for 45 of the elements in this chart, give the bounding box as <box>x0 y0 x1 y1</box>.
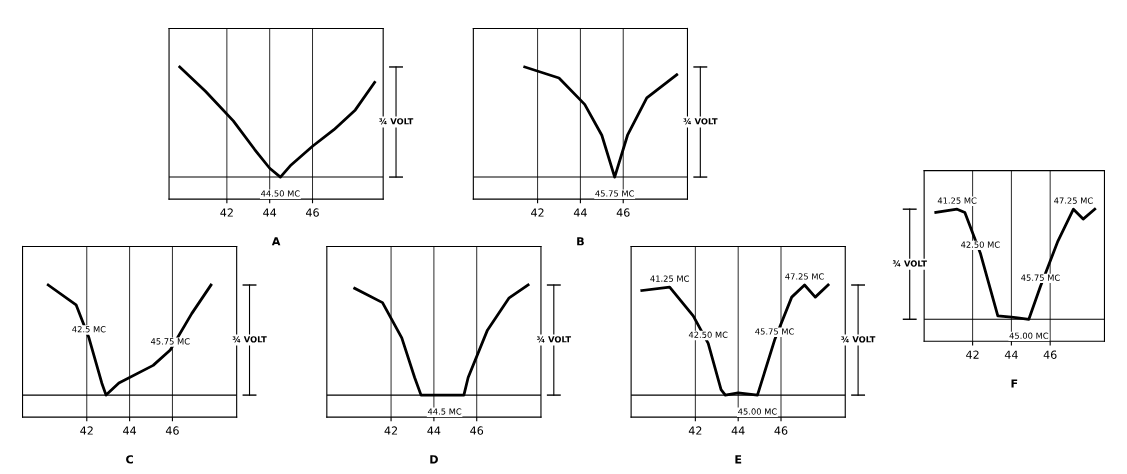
text: C <box>126 455 133 464</box>
annotation: 45.75 MC <box>150 338 190 345</box>
x-tick-label: 46 <box>470 426 484 435</box>
annotation: 45.00 MC <box>1009 332 1049 339</box>
annotation: ¾ VOLT <box>683 118 718 125</box>
x-tick-label: 44 <box>573 208 587 217</box>
annotation: ¾ VOLT <box>232 336 267 343</box>
x-tick-label: 44 <box>427 426 441 435</box>
x-tick-label: 42 <box>966 350 979 359</box>
x-tick-label: 44 <box>263 208 277 217</box>
annotation: 42.5 MC <box>72 326 106 333</box>
annotation: 45.75 MC <box>595 190 634 197</box>
text: B <box>577 237 584 246</box>
annotation: 45.75 MC <box>1021 274 1060 281</box>
x-tick-label: 46 <box>1043 350 1057 359</box>
annotation: ¾ VOLT <box>841 336 876 343</box>
annotation: ¾ VOLT <box>892 260 927 267</box>
x-tick-label: 44 <box>123 426 137 435</box>
annotation: 45.75 MC <box>755 328 794 335</box>
x-tick-label: 42 <box>531 208 544 217</box>
x-tick-label: 46 <box>305 208 319 217</box>
x-tick-label: 42 <box>80 426 93 435</box>
x-tick-label: 46 <box>774 426 788 435</box>
annotation: 41.25 MC <box>650 275 689 282</box>
annotation: 47.25 MC <box>1054 197 1093 204</box>
x-tick-label: 44 <box>731 426 745 435</box>
annotation: ¾ VOLT <box>379 118 414 125</box>
x-tick-label: 46 <box>165 426 179 435</box>
annotation: 41.25 MC <box>937 197 977 204</box>
annotation: 42.50 MC <box>688 331 728 338</box>
annotation: 42.50 MC <box>961 241 1000 248</box>
text: A <box>271 237 281 246</box>
x-tick-label: 46 <box>616 208 630 217</box>
annotation: 44.50 MC <box>261 190 300 197</box>
text: E <box>735 455 742 464</box>
x-tick-label: 42 <box>688 426 702 435</box>
annotation: ¾ VOLT <box>536 336 572 343</box>
annotation: 44.5 MC <box>427 408 462 415</box>
text: F <box>1011 379 1018 388</box>
text: D <box>430 455 438 464</box>
x-tick-label: 42 <box>220 208 233 217</box>
annotation: 45.00 MC <box>738 408 777 415</box>
x-tick-label: 44 <box>1004 350 1018 359</box>
annotation: 47.25 MC <box>785 273 824 280</box>
x-tick-label: 42 <box>384 426 398 435</box>
